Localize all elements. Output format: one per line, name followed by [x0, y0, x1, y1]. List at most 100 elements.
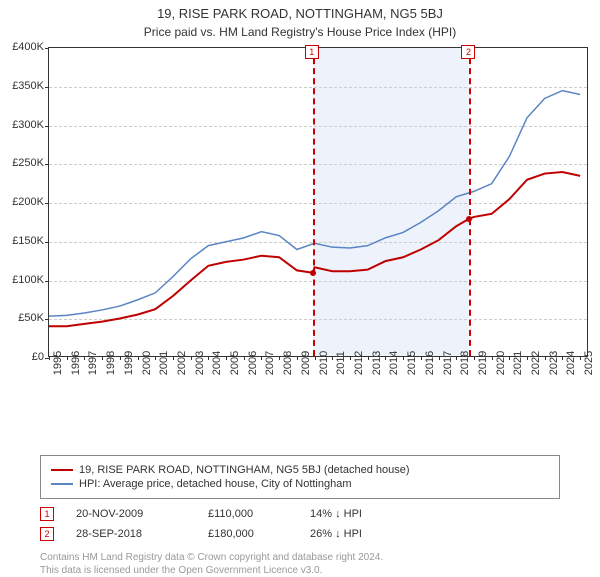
chart-title: 19, RISE PARK ROAD, NOTTINGHAM, NG5 5BJ — [0, 0, 600, 21]
y-tick-label: £400K — [12, 41, 44, 53]
sale-dot — [466, 216, 472, 222]
sale-num-box: 1 — [40, 507, 54, 521]
x-tick — [138, 356, 139, 360]
x-tick — [545, 356, 546, 360]
x-tick-label: 2006 — [247, 351, 259, 375]
chart-container: 19, RISE PARK ROAD, NOTTINGHAM, NG5 5BJ … — [0, 0, 600, 560]
line-layer — [49, 48, 589, 358]
sale-num-box: 2 — [40, 527, 54, 541]
x-tick — [439, 356, 440, 360]
x-tick — [492, 356, 493, 360]
x-tick-label: 2004 — [211, 351, 223, 375]
legend-row: 19, RISE PARK ROAD, NOTTINGHAM, NG5 5BJ … — [51, 464, 549, 476]
y-tick — [45, 242, 49, 243]
x-tick — [67, 356, 68, 360]
chart-area: £0£50K£100K£150K£200K£250K£300K£350K£400… — [0, 47, 600, 407]
y-tick-label: £100K — [12, 274, 44, 286]
x-tick — [332, 356, 333, 360]
x-tick — [315, 356, 316, 360]
x-tick — [102, 356, 103, 360]
legend: 19, RISE PARK ROAD, NOTTINGHAM, NG5 5BJ … — [40, 455, 560, 499]
legend-swatch — [51, 469, 73, 471]
x-tick-label: 1995 — [52, 351, 64, 375]
x-tick-label: 2023 — [548, 351, 560, 375]
x-tick-label: 2008 — [282, 351, 294, 375]
footer-line2: This data is licensed under the Open Gov… — [40, 564, 560, 577]
sale-vline — [313, 48, 315, 356]
y-tick-label: £200K — [12, 196, 44, 208]
x-tick-label: 2002 — [176, 351, 188, 375]
x-tick-label: 2019 — [477, 351, 489, 375]
sale-row: 120-NOV-2009£110,00014% ↓ HPI — [40, 507, 560, 521]
sale-date: 28-SEP-2018 — [76, 528, 186, 540]
sale-price: £110,000 — [208, 508, 288, 520]
x-tick-label: 2010 — [318, 351, 330, 375]
x-tick-label: 2013 — [371, 351, 383, 375]
x-tick-label: 2011 — [335, 351, 347, 375]
x-tick-label: 2012 — [353, 351, 365, 375]
sale-marker-box: 2 — [461, 45, 475, 59]
x-tick — [120, 356, 121, 360]
x-tick-label: 2025 — [583, 351, 595, 375]
x-tick — [385, 356, 386, 360]
sale-delta: 26% ↓ HPI — [310, 528, 362, 540]
x-tick — [456, 356, 457, 360]
x-tick-label: 1997 — [87, 351, 99, 375]
x-tick-label: 2001 — [158, 351, 170, 375]
x-tick-label: 2000 — [141, 351, 153, 375]
sale-dot — [310, 270, 316, 276]
plot-area — [48, 47, 588, 357]
footer: Contains HM Land Registry data © Crown c… — [40, 551, 560, 577]
x-tick-label: 2017 — [442, 351, 454, 375]
y-tick-label: £350K — [12, 80, 44, 92]
x-tick-label: 2007 — [264, 351, 276, 375]
x-tick — [421, 356, 422, 360]
x-tick-label: 1998 — [105, 351, 117, 375]
legend-swatch — [51, 483, 73, 485]
x-tick — [261, 356, 262, 360]
y-tick-label: £250K — [12, 157, 44, 169]
x-tick — [562, 356, 563, 360]
x-tick — [84, 356, 85, 360]
x-tick — [474, 356, 475, 360]
y-tick-label: £0 — [32, 351, 44, 363]
x-tick-label: 2018 — [459, 351, 471, 375]
legend-row: HPI: Average price, detached house, City… — [51, 478, 549, 490]
sale-price: £180,000 — [208, 528, 288, 540]
footer-line1: Contains HM Land Registry data © Crown c… — [40, 551, 560, 564]
y-tick — [45, 203, 49, 204]
y-tick-label: £150K — [12, 235, 44, 247]
x-tick — [279, 356, 280, 360]
x-tick — [155, 356, 156, 360]
sale-vline — [469, 48, 471, 356]
x-tick — [527, 356, 528, 360]
x-tick — [226, 356, 227, 360]
legend-label: 19, RISE PARK ROAD, NOTTINGHAM, NG5 5BJ … — [79, 464, 410, 476]
y-tick — [45, 281, 49, 282]
sale-row: 2 28-SEP-2018 £180,000 26% ↓ HPI — [40, 527, 560, 541]
x-tick-label: 2014 — [388, 351, 400, 375]
x-tick-label: 2015 — [406, 351, 418, 375]
x-tick — [173, 356, 174, 360]
y-tick — [45, 126, 49, 127]
x-tick-label: 1999 — [123, 351, 135, 375]
x-tick — [509, 356, 510, 360]
x-tick-label: 1996 — [70, 351, 82, 375]
x-tick — [49, 356, 50, 360]
y-tick — [45, 319, 49, 320]
x-tick-label: 2005 — [229, 351, 241, 375]
y-tick — [45, 87, 49, 88]
sale-points: 120-NOV-2009£110,00014% ↓ HPI228-SEP-201… — [0, 507, 600, 541]
x-tick-label: 2021 — [512, 351, 524, 375]
y-tick — [45, 48, 49, 49]
x-tick-label: 2020 — [495, 351, 507, 375]
chart-subtitle: Price paid vs. HM Land Registry's House … — [0, 21, 600, 47]
sale-delta: 14% ↓ HPI — [310, 508, 362, 520]
x-tick-label: 2024 — [565, 351, 577, 375]
x-tick — [350, 356, 351, 360]
legend-label: HPI: Average price, detached house, City… — [79, 478, 352, 490]
y-tick — [45, 164, 49, 165]
x-tick — [403, 356, 404, 360]
x-tick — [191, 356, 192, 360]
y-tick-label: £300K — [12, 119, 44, 131]
